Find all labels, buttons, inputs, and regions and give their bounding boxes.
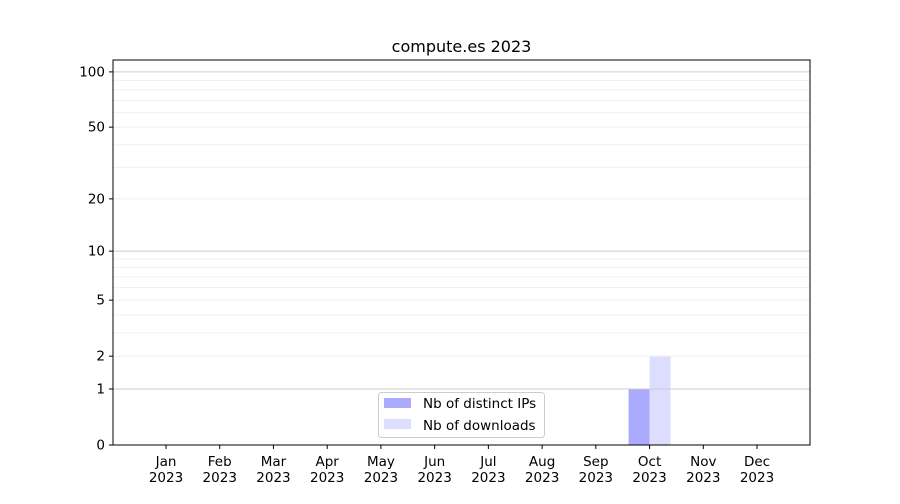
y-tick-label: 100 [79,64,105,80]
y-tick-label: 0 [96,438,105,454]
x-tick-label-year: 2023 [471,470,505,486]
x-tick-label-year: 2023 [203,470,237,486]
legend-box [378,392,545,438]
x-tick-label-year: 2023 [632,470,666,486]
x-tick-label-month: Dec [744,454,770,470]
x-tick-label-year: 2023 [740,470,774,486]
y-tick-label: 50 [88,120,105,136]
x-tick-label-year: 2023 [686,470,720,486]
bar-distinct-ips [628,388,650,445]
x-tick-label-month: Jul [479,454,496,470]
x-tick-label-year: 2023 [310,470,344,486]
y-tick-label: 2 [96,349,105,365]
bar-downloads [649,356,671,445]
x-tick-label-year: 2023 [364,470,398,486]
x-tick-label-year: 2023 [149,470,183,486]
x-tick-label-year: 2023 [579,470,613,486]
x-tick-label-month: Jan [155,454,177,470]
y-tick-label: 10 [88,244,105,260]
x-tick-label-year: 2023 [256,470,290,486]
legend-swatch-ips [384,398,411,408]
chart-title: compute.es 2023 [392,37,532,56]
x-tick-label-month: Aug [529,454,555,470]
y-axis: 0 1 2 5 10 20 50 100 [79,64,113,454]
legend-label-downloads: Nb of downloads [423,418,536,434]
x-tick-label-month: Nov [690,454,716,470]
x-axis: Jan2023Feb2023Mar2023Apr2023May2023Jun20… [149,445,774,486]
x-tick-label-month: Oct [638,454,661,470]
legend-swatch-downloads [384,419,411,429]
x-tick-label-month: Sep [583,454,608,470]
x-tick-label-month: May [367,454,395,470]
x-tick-label-month: Feb [208,454,232,470]
legend: Nb of distinct IPs Nb of downloads [378,392,545,438]
y-tick-label: 20 [88,191,105,207]
x-tick-label-month: Mar [261,454,287,470]
grid [113,71,810,390]
bars [628,356,671,445]
legend-label-ips: Nb of distinct IPs [423,396,536,412]
plot-frame [112,59,811,446]
y-tick-label: 1 [96,381,105,397]
x-tick-label-year: 2023 [525,470,559,486]
y-tick-label: 5 [96,293,105,309]
x-tick-label-year: 2023 [417,470,451,486]
x-tick-label-month: Apr [316,454,340,470]
x-tick-label-month: Jun [423,454,445,470]
